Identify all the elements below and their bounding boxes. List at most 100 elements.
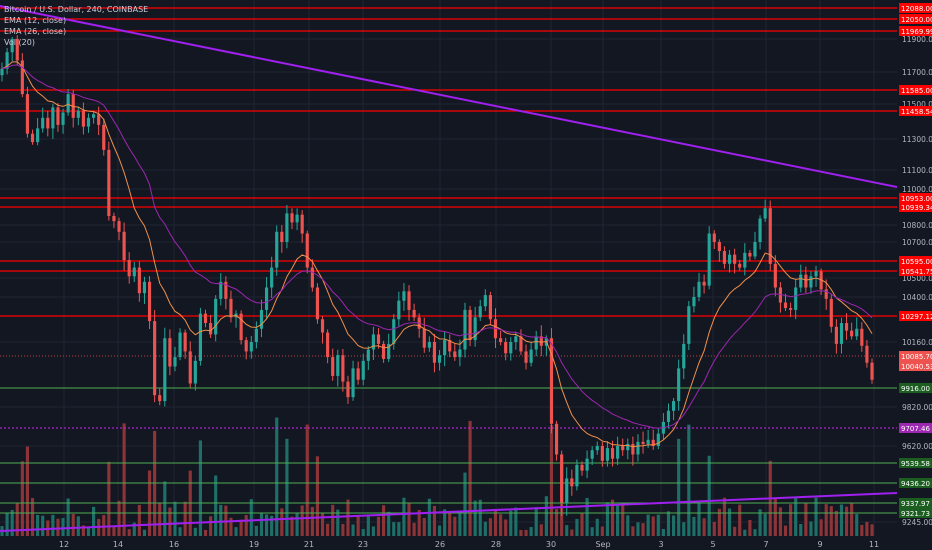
candle-body	[366, 349, 370, 361]
candle-body	[783, 302, 788, 309]
volume-bar	[834, 510, 838, 536]
candle-body	[295, 214, 299, 223]
volume-bar	[427, 498, 431, 536]
candle-body	[387, 343, 391, 359]
time-axis[interactable]: 12 14 16 19 21 23 26 28 30 Sep 3 5 7 9 11	[0, 536, 932, 550]
volume-bar	[127, 529, 131, 536]
volume-bar	[417, 509, 421, 536]
candle-body	[753, 242, 757, 257]
candle-body	[310, 267, 314, 288]
volume-bar	[407, 502, 411, 536]
candle-body	[692, 297, 696, 307]
volume-bar	[748, 519, 752, 536]
candle-body	[865, 345, 869, 363]
candle-body	[66, 94, 70, 113]
candle-body	[239, 313, 243, 341]
candle-body	[254, 328, 258, 342]
volume-bar	[672, 515, 676, 536]
trend-lines[interactable]	[0, 5, 898, 532]
candle-body	[46, 117, 50, 129]
volume-legend[interactable]: Vol (20)	[4, 38, 35, 47]
time-tick-label: 28	[491, 540, 501, 549]
candle-body	[30, 133, 35, 143]
candle-body	[285, 213, 289, 242]
volume-bar	[51, 514, 55, 536]
candle-body	[565, 478, 569, 503]
volume-bar	[371, 526, 375, 536]
volume-bar	[687, 424, 691, 536]
volume-bar	[203, 529, 208, 536]
volume-bar	[244, 515, 248, 536]
candle-body	[188, 351, 192, 384]
volume-bar	[605, 502, 610, 536]
price-tick-label: 9620.00	[902, 442, 932, 451]
volume-bar	[753, 529, 757, 536]
ema-lines	[1, 61, 873, 448]
candle-body	[504, 342, 508, 354]
volume-bar	[137, 504, 141, 536]
volume-bar	[819, 519, 823, 536]
volume-bar	[361, 529, 365, 536]
candle-body	[371, 334, 375, 350]
volume-bar	[382, 505, 386, 536]
ema26-legend[interactable]: EMA (26, close)	[4, 27, 67, 36]
countdown-badge	[899, 361, 932, 372]
volume-bar	[285, 438, 289, 536]
candle-body	[499, 338, 503, 342]
volume-bar	[326, 523, 330, 536]
volume-bar	[463, 472, 467, 536]
candle-body	[117, 221, 121, 232]
candle-body	[407, 291, 411, 310]
resistance-level-badge	[899, 3, 932, 13]
volume-bar	[733, 526, 737, 536]
volume-bar	[499, 514, 503, 536]
candle-body	[570, 478, 574, 487]
candle-body	[580, 464, 584, 471]
volume-bar	[565, 525, 569, 536]
candle-body	[331, 357, 335, 376]
descending-trendline[interactable]	[0, 5, 898, 188]
time-tick-label: Sep	[595, 540, 610, 549]
candle-body	[534, 336, 538, 350]
volume-bar	[743, 529, 747, 536]
volume-bar	[92, 506, 96, 536]
candle-body	[855, 328, 859, 337]
candle-body	[142, 281, 147, 294]
candle-body	[590, 450, 594, 459]
ascending-trendline[interactable]	[0, 492, 898, 532]
volume-bar	[193, 527, 197, 536]
candle-body	[850, 330, 854, 337]
volume-bar	[722, 497, 727, 536]
volume-bar	[570, 529, 574, 536]
candle-body	[799, 274, 803, 288]
candle-body	[478, 306, 482, 318]
symbol-title[interactable]: Bitcoin / U.S. Dollar, 240, COINBASE	[4, 5, 149, 14]
candle-body	[56, 107, 60, 125]
support-level-label: 9337.97	[901, 500, 930, 508]
candle-body	[514, 336, 518, 342]
candle-body	[610, 448, 615, 459]
candle-body	[193, 360, 197, 384]
time-tick-label: 7	[763, 540, 768, 549]
price-tick-label: 11700.00	[902, 68, 932, 77]
price-tick-label: 9245.00	[902, 518, 932, 527]
candle-body	[707, 233, 711, 286]
volume-bar	[646, 514, 650, 536]
volume-bar	[539, 524, 543, 536]
candle-body	[621, 446, 625, 451]
volume-bar	[66, 498, 70, 536]
candle-body	[458, 349, 462, 358]
candle-body	[554, 423, 559, 455]
resistance-level-label: 12050.00	[901, 16, 932, 24]
candle-body	[224, 281, 228, 299]
candle-body	[76, 110, 80, 118]
volume-bar	[437, 525, 442, 536]
volume-bar	[677, 438, 681, 536]
candle-body	[361, 360, 365, 380]
volume-bar	[473, 500, 477, 536]
ema12-legend[interactable]: EMA (12, close)	[4, 16, 67, 25]
time-tick-label: 23	[358, 540, 368, 549]
volume-bar	[295, 512, 299, 536]
candle-body	[824, 289, 828, 299]
